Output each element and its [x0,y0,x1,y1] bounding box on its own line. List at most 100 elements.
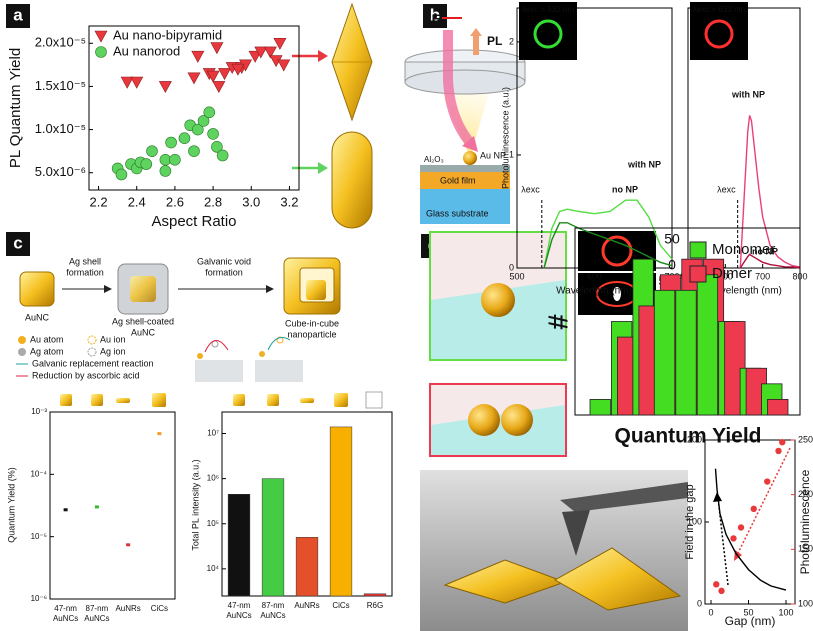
data-point [737,524,745,531]
inset-ring [704,19,734,49]
data-point [130,76,144,89]
y2-tick-label: 250 [798,434,813,444]
y-axis-label: Field in the gap [684,484,696,559]
data-point [94,505,99,509]
data-point [263,46,277,59]
pl-label: PL [487,34,502,48]
icon [152,393,166,407]
ring [601,235,633,267]
x-tick-label: 47-nm [228,601,251,610]
y-tick-label: 10⁵ [207,519,219,528]
bar [696,274,719,416]
x-tick-label: AuNCs [260,611,285,620]
x-tick-label: 500 [509,271,524,281]
gold-layer [420,172,510,189]
label-box [6,4,30,28]
bar [295,537,319,597]
data-point [203,106,216,119]
y-tick-label: 100 [687,516,702,526]
line-series [543,199,673,269]
setup-sketch: E PL Au NP Al₂O₃ Gold film Glass substra… [404,11,526,224]
inner-cube [306,280,326,300]
data-point [63,508,68,512]
data-point [718,587,725,595]
particle-label: Cube-in-cube [285,318,339,328]
x-axis-label: Quantum Yield [614,425,761,448]
annotation: λexc [717,184,736,194]
plot-frame [704,439,796,605]
line-series [543,222,673,269]
arrow-head [104,285,112,293]
data-point [211,141,223,153]
y-tick-label: 5.0x10⁻⁶ [35,164,86,179]
atom [259,351,265,357]
data-point [248,50,262,63]
oxide-label: Al₂O₃ [424,155,444,164]
nanoparticle [463,151,477,165]
data-point [231,63,245,76]
legend-icon [18,336,26,344]
y2-axis-label: Photoluminescence [798,469,812,574]
reaction-arrow [267,337,291,351]
data-point [188,145,200,157]
particle-label: AuNC [25,312,50,322]
x-axis-label: Wavelength (nm) [706,286,782,297]
data-point [140,158,153,170]
core [130,276,156,302]
step-label: formation [205,267,243,277]
inset-image [690,2,748,60]
lens [404,69,526,95]
legend-marker [689,265,707,283]
label-box [423,4,447,28]
glass-label: Glass substrate [426,208,489,218]
data-point [713,581,720,588]
step-label: Ag shell [69,256,101,266]
x-tick-label: AuNRs [115,604,140,613]
legend-label: Au atom [30,334,64,344]
y-tick-label: 2 [509,36,514,46]
y-tick-label: 1.5x10⁻⁵ [35,78,86,93]
legend-label: Reduction by ascorbic acid [32,370,140,380]
bar [767,399,789,416]
data-point [210,42,224,55]
icon [334,393,348,407]
particle-label: AuNC [131,327,156,337]
data-point [216,149,229,162]
data-point [206,70,220,83]
bar [653,289,676,416]
line-series [739,115,801,269]
plot-frame [88,25,300,191]
np-label: Au NP [480,150,506,160]
y-tick-label: 10⁷ [207,429,219,438]
hotspot [613,287,621,301]
series-label: with NP [627,159,661,169]
icon [60,394,72,406]
inset-title: λexc = 633 nm [693,5,746,14]
legend-marker [689,241,707,259]
x-axis-label: Aspect Ratio [151,213,236,230]
y-tick-label: 10⁶ [207,474,219,483]
reaction-arrow [204,340,229,353]
step-label: Galvanic void [197,256,251,266]
tip [562,510,590,556]
y-axis-label: Total PL intensity (a.u.) [190,459,200,550]
x-tick-label: AuNCs [84,614,109,623]
data-point [779,438,786,446]
legend-marker [95,46,107,58]
icon [300,398,314,403]
icon [233,394,245,406]
lattice-block [255,360,303,382]
y-axis-label: Photoluminescence (a.u.) [500,87,510,189]
data-point [165,136,177,149]
sphere [501,404,533,436]
plot-frame [49,411,176,600]
panel-label: b [430,5,440,24]
legend-label: Dimer [712,265,752,282]
y-tick-label: 200 [687,434,702,444]
y-tick-label: 10⁻³ [31,407,47,416]
inset-title: λexc = 532 nm [522,5,575,14]
x-tick-label: AuNCs [53,614,78,623]
series-label: with NP [731,89,765,99]
data-point [157,432,162,436]
legend-label: Ag ion [100,346,126,356]
